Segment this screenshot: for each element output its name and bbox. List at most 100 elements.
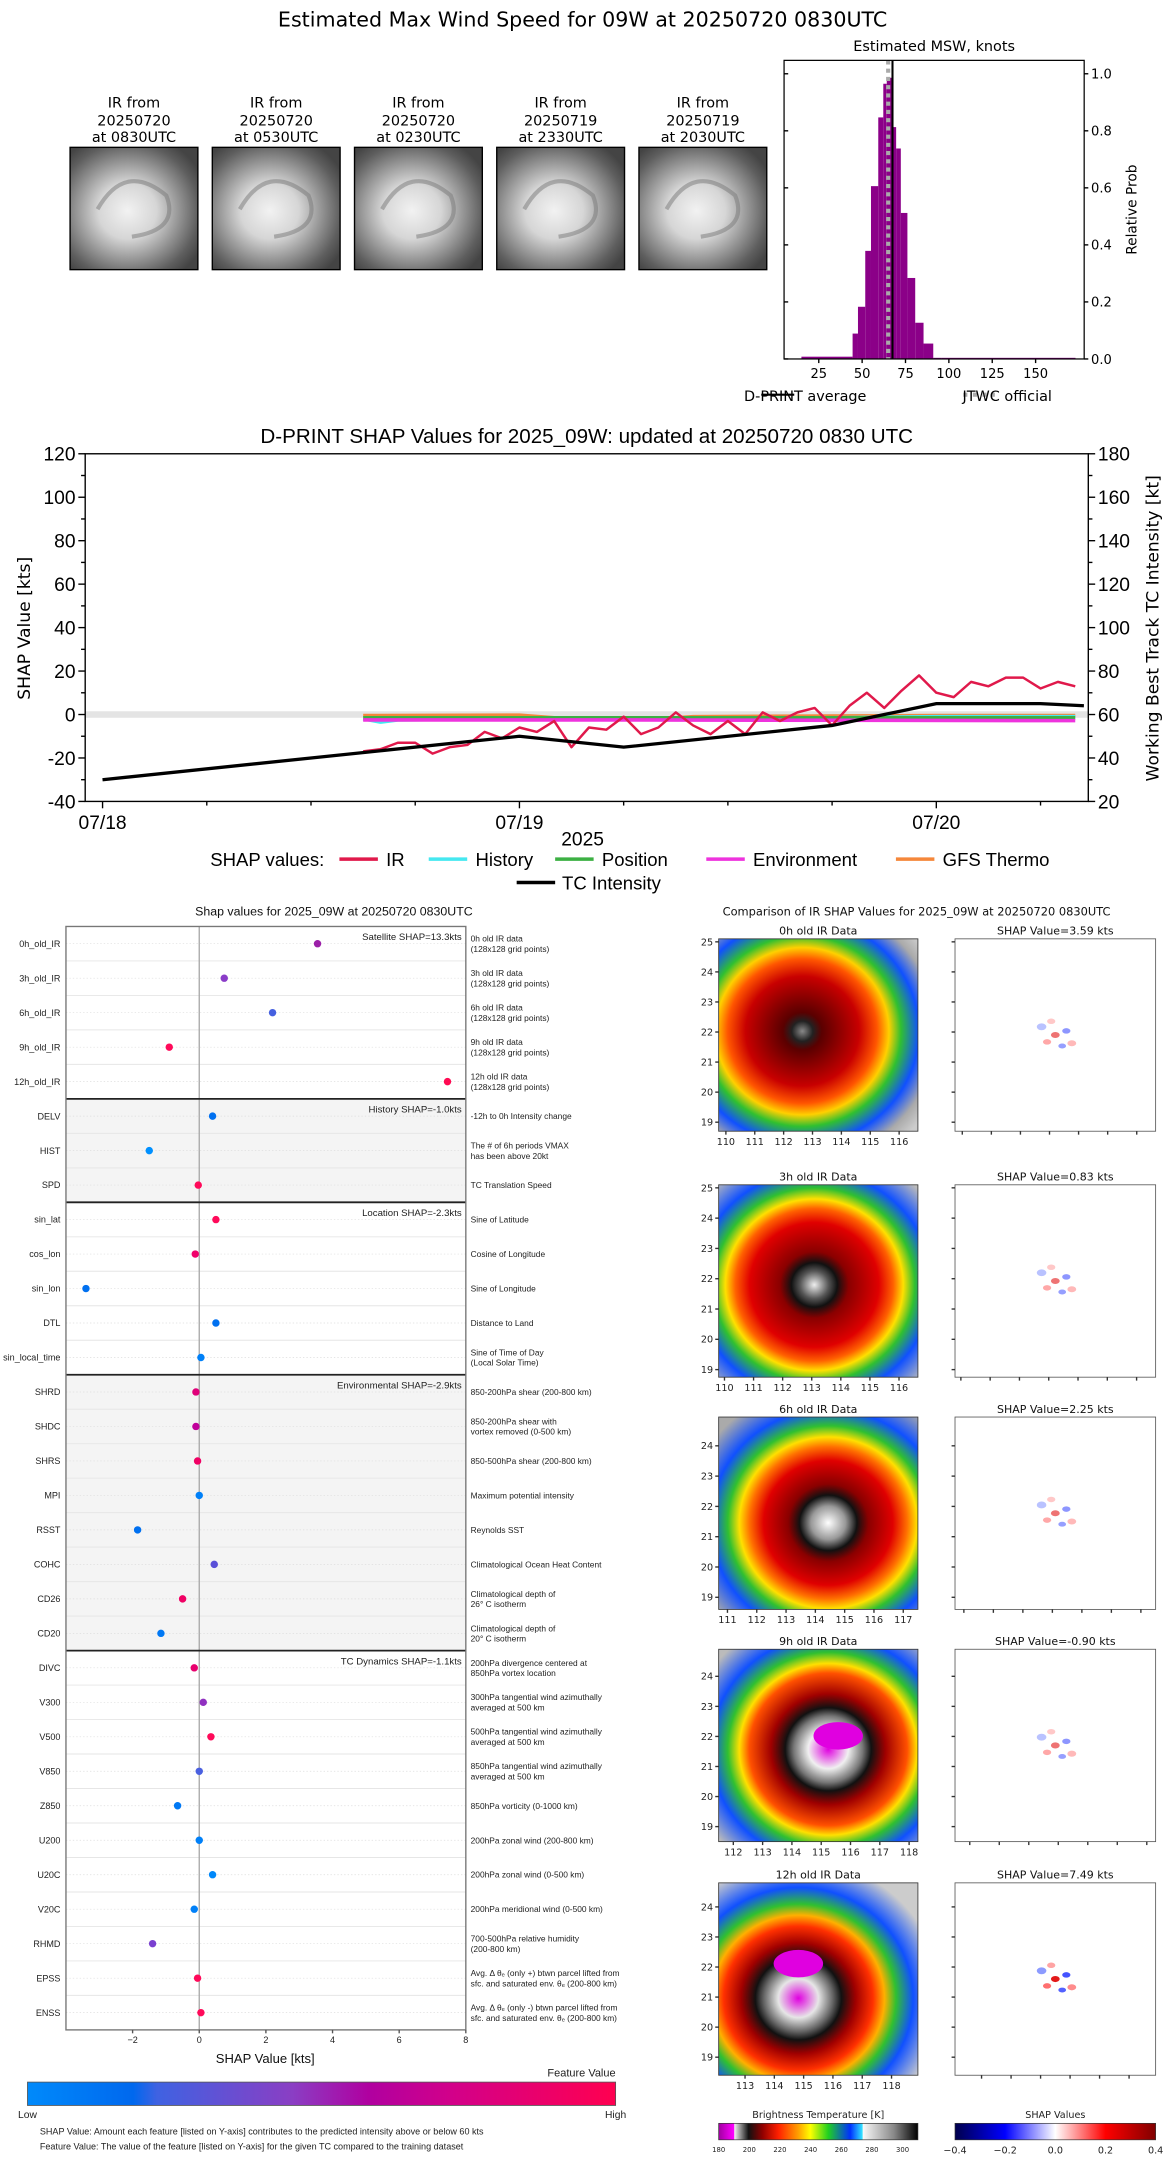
lat-tick-label: 21	[701, 1058, 713, 1069]
y-axis-label: SHAP Value [kts]	[15, 557, 35, 700]
feature-label: U200	[39, 1835, 61, 1845]
lat-tick-label: 20	[701, 1335, 713, 1346]
feature-label: HIST	[40, 1146, 61, 1156]
shap-blob	[1050, 1032, 1060, 1039]
y-tick-label: 80	[54, 532, 75, 553]
lat-tick-label: 24	[701, 1214, 713, 1225]
y-right-tick-label: 160	[1098, 488, 1130, 509]
feature-label: SHDC	[35, 1422, 61, 1432]
shap-blob	[1047, 1496, 1056, 1503]
cold-cloud-top	[773, 1949, 824, 1978]
lat-tick-label: 25	[701, 1183, 713, 1194]
ir-panel-title: 12h old IR Data	[776, 1869, 861, 1882]
ir-image	[718, 1649, 918, 1842]
cloud-band	[522, 179, 599, 239]
x-tick-label: 07/18	[79, 813, 127, 834]
page-title: Estimated Max Wind Speed for 09W at 2025…	[278, 7, 887, 31]
ir-thumbnail-image	[638, 146, 768, 271]
feature-shap-point	[197, 2008, 205, 2017]
shap-colorbar-tick: 0.0	[1048, 2146, 1063, 2157]
histogram-bar	[915, 322, 924, 359]
shap-blob	[1050, 1976, 1060, 1983]
shap-blob	[1067, 1984, 1077, 1991]
shap-blob	[1036, 1501, 1047, 1509]
histogram-bar	[878, 117, 884, 359]
shap-blob	[1058, 1987, 1067, 1993]
lon-tick-label: 115	[835, 1615, 853, 1626]
feature-description: 850-500hPa shear (200-800 km)	[471, 1456, 592, 1466]
feature-label: CD20	[37, 1629, 60, 1639]
lon-tick-label: 115	[861, 1383, 879, 1394]
shap-panel-title: SHAP Value=7.49 kts	[997, 1869, 1114, 1882]
x-tick-label: 6	[397, 2035, 402, 2045]
lat-tick-label: 24	[701, 1672, 713, 1683]
feature-description: Sine of Longitude	[471, 1284, 537, 1294]
feature-shap-point	[207, 1733, 215, 1741]
feature-shap-point	[313, 940, 322, 948]
feature-label: sin_local_time	[3, 1353, 60, 1363]
feature-label: V850	[39, 1766, 60, 1776]
shap-panel-title: SHAP Value=3.59 kts	[997, 925, 1114, 938]
feature-label: RHMD	[33, 1939, 61, 1949]
ir-colorbar-tick: 180	[712, 2146, 725, 2154]
lat-tick-label: 24	[701, 1902, 713, 1913]
histogram-bar	[923, 343, 934, 359]
cloud-band	[95, 179, 172, 239]
feature-shap-point	[190, 1905, 198, 1913]
feature-description: 9h old IR data	[471, 1037, 523, 1047]
shap-colorbar-title: SHAP Values	[1025, 2110, 1085, 2121]
y-tick-label: -40	[48, 792, 76, 813]
feature-description: Reynolds SST	[471, 1525, 525, 1535]
shap-blob	[1036, 1269, 1047, 1277]
feature-label: sin_lat	[34, 1215, 61, 1225]
feature-shap-point	[194, 1181, 202, 1189]
shap-blob	[1058, 1289, 1067, 1295]
comparison-title: Comparison of IR SHAP Values for 2025_09…	[723, 904, 1111, 918]
y-tick-label: 0.8	[1091, 125, 1112, 140]
ir-image-frame	[718, 1416, 919, 1610]
legend-label: IR	[386, 849, 405, 870]
feature-description: (128x128 grid points)	[471, 944, 550, 954]
lat-tick-label: 20	[701, 1562, 713, 1573]
thumbnail-label: IR from	[534, 95, 586, 111]
feature-description: Sine of Latitude	[471, 1215, 530, 1225]
ir-colorbar-tick: 220	[773, 2146, 786, 2154]
lon-tick-label: 114	[765, 2081, 783, 2092]
thumbnail-label: IR from	[677, 95, 729, 111]
x-tick-label: 150	[1023, 367, 1048, 382]
lon-tick-label: 113	[736, 2081, 754, 2092]
y-right-tick-label: 60	[1098, 705, 1119, 726]
footnote-feature-value: Feature Value: The value of the feature …	[40, 2141, 464, 2151]
thumbnail-time: at 0230UTC	[376, 130, 460, 146]
feature-description: averaged at 500 km	[471, 1703, 545, 1713]
lon-tick-label: 112	[774, 1137, 792, 1148]
ir-colorbar-tick: 260	[835, 2146, 848, 2154]
feature-shap-point	[178, 1595, 187, 1603]
x-tick-label: 8	[463, 2035, 468, 2045]
ir-thumbnail-image	[353, 146, 484, 271]
histogram-bar	[865, 250, 871, 359]
group-label: History SHAP=-1.0kts	[369, 1105, 462, 1116]
feature-description: Climatological Ocean Heat Content	[471, 1559, 602, 1569]
brightness-temperature-colorbar	[718, 2122, 919, 2141]
cloud-band	[380, 179, 456, 239]
feature-label: SPD	[42, 1180, 61, 1190]
y-right-axis-label: Working Best Track TC Intensity [kt]	[1143, 475, 1163, 781]
y-tick-label: 0.2	[1091, 296, 1112, 311]
shap-colorbar-tick: 0.4	[1148, 2146, 1163, 2157]
feature-shap-point	[195, 1767, 203, 1775]
lon-tick-label: 112	[773, 1383, 791, 1394]
histogram-title: Estimated MSW, knots	[853, 39, 1015, 55]
lon-tick-label: 111	[746, 1137, 764, 1148]
feature-description: 700-500hPa relative humidity	[471, 1934, 580, 1944]
lat-tick-label: 21	[701, 1993, 713, 2004]
comparison-row: 12h old IR Data SHAP Value=7.49 kts 113 114…	[701, 1869, 1157, 2092]
x-tick-label: 50	[854, 367, 871, 382]
thumbnail-date: 20250719	[666, 113, 739, 129]
feature-shap-point	[195, 1836, 203, 1844]
ir-colorbar-tick: 280	[865, 2146, 878, 2154]
comparison-row: 6h old IR Data SHAP Value=2.25 kts 111 112 1…	[701, 1403, 1157, 1626]
